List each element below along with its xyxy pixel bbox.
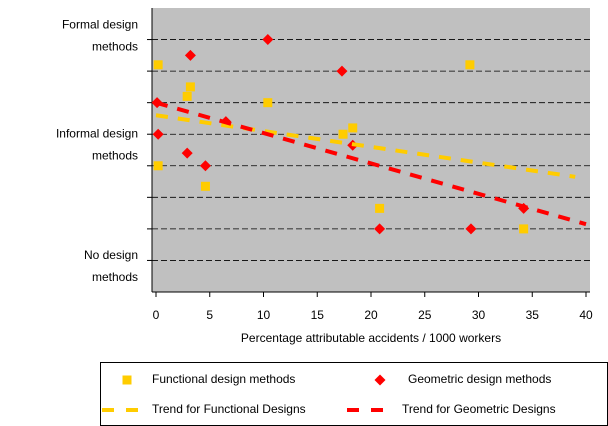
plot-background	[152, 8, 590, 292]
point	[182, 91, 192, 101]
x-tick-label: 0	[153, 308, 160, 322]
legend-label: Functional design methods	[152, 372, 295, 386]
point	[181, 147, 193, 159]
legend-label: Trend for Geometric Designs	[402, 402, 556, 416]
point	[374, 223, 386, 235]
point	[375, 203, 385, 213]
x-tick-label: 35	[526, 308, 540, 322]
point	[465, 60, 475, 70]
point	[199, 160, 211, 172]
point	[200, 181, 210, 191]
legend-symbol	[374, 374, 386, 386]
point	[263, 98, 273, 108]
y-tick-label-line: methods	[92, 148, 138, 162]
legend-label: Trend for Functional Designs	[152, 402, 306, 416]
trend-line	[155, 100, 587, 227]
x-tick-label: 25	[418, 308, 432, 322]
y-tick-label-line: Informal design	[56, 126, 138, 140]
legend-label: Geometric design methods	[408, 372, 551, 386]
x-tick-label: 20	[364, 308, 378, 322]
x-tick-label: 30	[472, 308, 486, 322]
legend-box	[100, 362, 608, 426]
point	[338, 129, 348, 139]
point	[153, 60, 163, 70]
y-tick-label-line: Formal design	[62, 18, 138, 32]
y-tick-label-line: methods	[92, 40, 138, 54]
x-tick-label: 10	[257, 308, 271, 322]
point	[185, 82, 195, 92]
point	[519, 224, 529, 234]
y-tick-label-line: No design	[84, 248, 138, 262]
x-tick-label: 15	[311, 308, 325, 322]
y-tick-label: Informal design methods	[56, 126, 138, 162]
y-tick-label: Formal design methods	[62, 18, 138, 54]
point	[336, 65, 348, 77]
x-tick-label: 40	[579, 308, 593, 322]
point	[153, 161, 163, 171]
point	[152, 128, 164, 140]
point	[348, 123, 358, 133]
legend-symbol	[122, 375, 132, 385]
y-tick-label-line: methods	[92, 270, 138, 284]
point	[262, 34, 274, 46]
y-tick-label: No design methods	[84, 248, 138, 284]
x-axis-label: Percentage attributable accidents / 1000…	[241, 331, 501, 345]
trend-line	[155, 113, 576, 179]
point	[184, 49, 196, 61]
point	[465, 223, 477, 235]
x-tick-label: 5	[206, 308, 213, 322]
